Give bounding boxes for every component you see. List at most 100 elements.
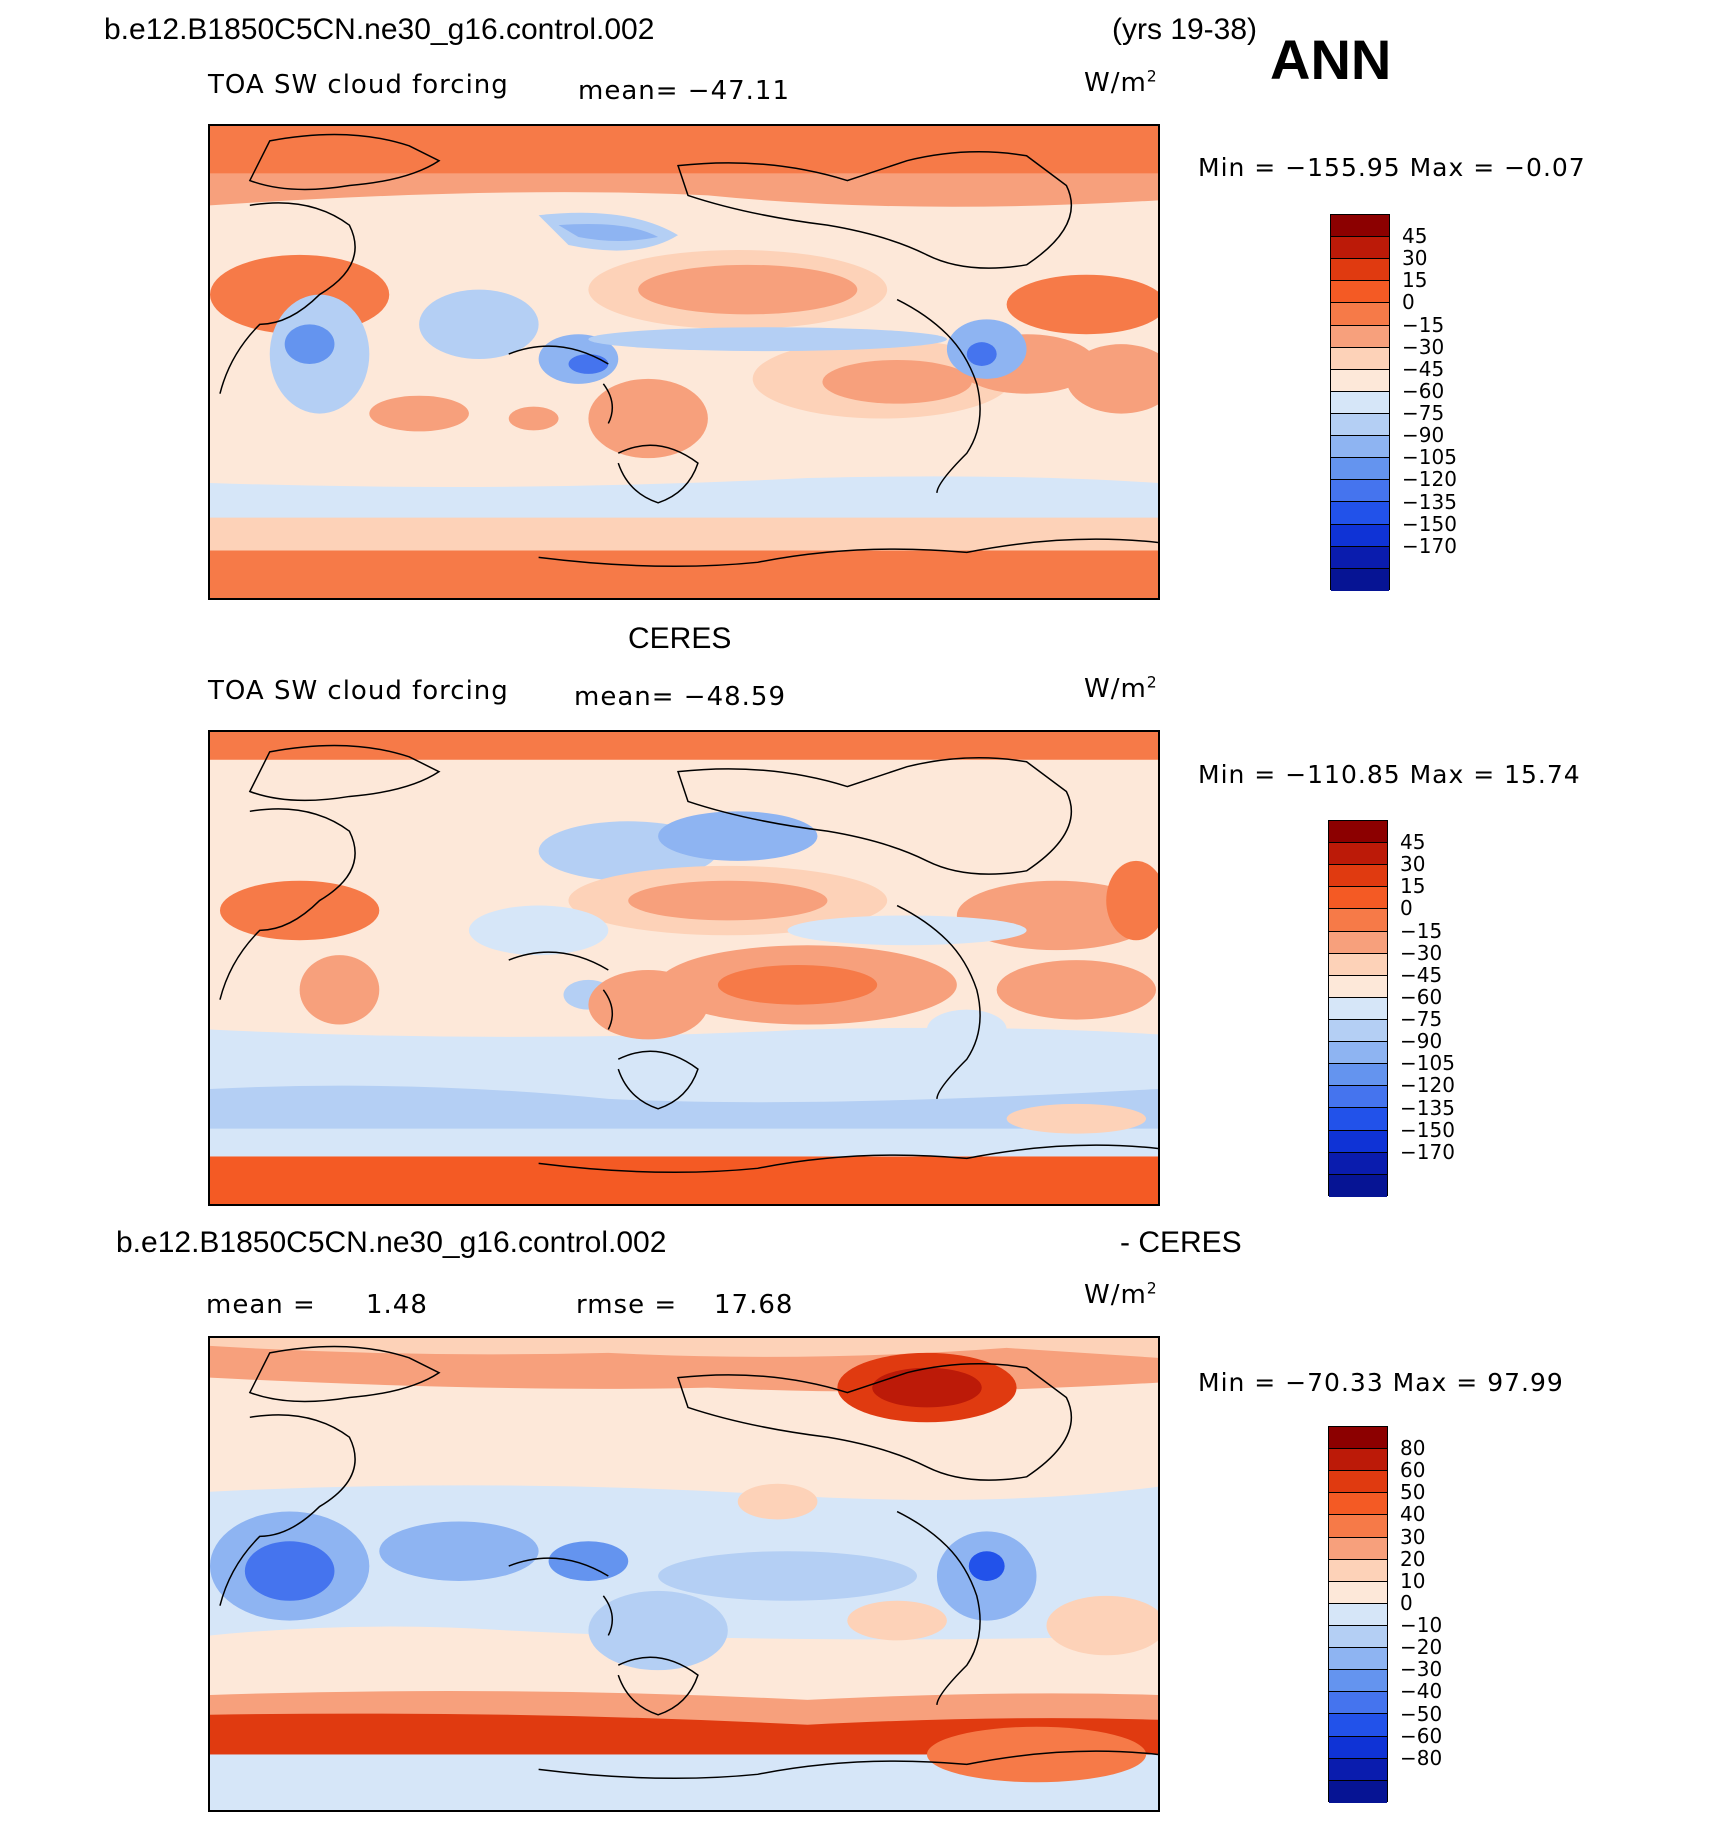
colorbar-swatch — [1329, 1670, 1387, 1693]
colorbar-label: −90 — [1402, 423, 1445, 448]
colorbar-label: −90 — [1400, 1029, 1443, 1054]
colorbar-label: −80 — [1400, 1745, 1443, 1770]
colorbar-swatch — [1331, 524, 1389, 547]
colorbar-swatch — [1329, 1692, 1387, 1715]
colorbar-label: 20 — [1400, 1546, 1426, 1571]
colorbar-swatch — [1329, 1174, 1387, 1197]
panel3-minmax: Min = −70.33 Max = 97.99 — [1198, 1368, 1564, 1397]
colorbar-swatch — [1331, 303, 1389, 326]
panel3-title-right: - CERES — [1120, 1226, 1242, 1259]
panel3-mean-label: mean = — [206, 1290, 316, 1320]
colorbar-label: 80 — [1400, 1436, 1426, 1461]
colorbar-label: 0 — [1400, 1590, 1413, 1615]
colorbar-label: 30 — [1400, 852, 1426, 877]
colorbar-swatch — [1329, 1427, 1387, 1450]
colorbar-swatch — [1329, 1559, 1387, 1582]
colorbar-label: −75 — [1402, 401, 1445, 426]
colorbar-swatch — [1329, 1714, 1387, 1737]
colorbar-swatch — [1329, 821, 1387, 844]
colorbar-swatch — [1329, 1086, 1387, 1109]
colorbar-label: −105 — [1402, 445, 1457, 470]
colorbar-label: 30 — [1400, 1524, 1426, 1549]
colorbar-swatch — [1329, 1625, 1387, 1649]
colorbar-label: 0 — [1400, 896, 1413, 921]
colorbar-swatch — [1329, 1019, 1387, 1043]
colorbar-label: −45 — [1402, 356, 1445, 381]
panel2-title: CERES — [628, 622, 732, 655]
colorbar-swatch — [1329, 1471, 1387, 1494]
colorbar-swatch — [1329, 1108, 1387, 1131]
colorbar-swatch — [1329, 1603, 1387, 1626]
colorbar-swatch — [1329, 1515, 1387, 1538]
panel1-map — [208, 124, 1160, 600]
colorbar-swatch — [1329, 1758, 1387, 1781]
colorbar-label: 40 — [1400, 1502, 1426, 1527]
colorbar-swatch — [1331, 281, 1389, 304]
colorbar-label: −60 — [1400, 1723, 1443, 1748]
colorbar-swatch — [1331, 436, 1389, 459]
colorbar-label: 10 — [1400, 1568, 1426, 1593]
colorbar-swatch — [1331, 413, 1389, 437]
colorbar-label: −30 — [1400, 940, 1443, 965]
colorbar-swatch — [1329, 1537, 1387, 1560]
colorbar-swatch — [1331, 259, 1389, 282]
colorbar-swatch — [1331, 391, 1389, 414]
colorbar-swatch — [1329, 975, 1387, 998]
colorbar-swatch — [1329, 1648, 1387, 1671]
colorbar-swatch — [1329, 1780, 1387, 1803]
colorbar-label: −15 — [1402, 312, 1445, 337]
colorbar-label: −170 — [1402, 533, 1457, 558]
colorbar-label: −50 — [1400, 1701, 1443, 1726]
colorbar-swatch — [1329, 1493, 1387, 1516]
years-label: (yrs 19-38) — [1112, 13, 1258, 46]
colorbar-label: −120 — [1400, 1073, 1455, 1098]
colorbar-label: −10 — [1400, 1613, 1443, 1638]
colorbar-label: 15 — [1402, 268, 1428, 293]
panel3-title-left: b.e12.B1850C5CN.ne30_g16.control.002 — [116, 1226, 667, 1259]
colorbar-swatch — [1331, 215, 1389, 238]
colorbar-swatch — [1329, 1130, 1387, 1153]
panel3-field — [210, 1338, 1158, 1810]
panel1-mean: mean= −47.11 — [578, 76, 791, 106]
colorbar-swatch — [1329, 887, 1387, 910]
colorbar-label: 0 — [1402, 290, 1415, 315]
colorbar-swatch — [1331, 502, 1389, 525]
colorbar-label: −20 — [1400, 1635, 1443, 1660]
colorbar-swatch — [1331, 568, 1389, 591]
colorbar-label: −135 — [1400, 1095, 1455, 1120]
colorbar-label: 45 — [1400, 830, 1426, 855]
colorbar-swatch — [1329, 1581, 1387, 1604]
colorbar-label: −30 — [1400, 1657, 1443, 1682]
panel1-variable: TOA SW cloud forcing — [208, 70, 509, 100]
panel1-field — [210, 126, 1158, 598]
colorbar-swatch — [1331, 458, 1389, 481]
panel3-rmse-label: rmse = — [576, 1290, 678, 1320]
colorbar-swatch — [1329, 1449, 1387, 1472]
season-label: ANN — [1270, 28, 1392, 91]
colorbar-swatch — [1331, 369, 1389, 392]
colorbar-swatch — [1329, 997, 1387, 1020]
colorbar-label: −170 — [1400, 1139, 1455, 1164]
panel3-units: W/m2 — [1084, 1279, 1158, 1310]
colorbar-swatch — [1331, 325, 1389, 348]
panel2-field — [210, 732, 1158, 1204]
colorbar-label: 30 — [1402, 246, 1428, 271]
colorbar-label: 15 — [1400, 874, 1426, 899]
colorbar-swatch — [1329, 1042, 1387, 1065]
colorbar-swatch — [1331, 546, 1389, 569]
colorbar-label: −135 — [1402, 489, 1457, 514]
colorbar-label: −150 — [1400, 1117, 1455, 1142]
case-title: b.e12.B1850C5CN.ne30_g16.control.002 — [104, 13, 655, 46]
panel2-units: W/m2 — [1084, 673, 1158, 704]
colorbar-swatch — [1331, 480, 1389, 503]
colorbar-label: 60 — [1400, 1458, 1426, 1483]
colorbar-swatch — [1329, 953, 1387, 976]
colorbar-swatch — [1329, 909, 1387, 932]
colorbar-label: −45 — [1400, 962, 1443, 987]
colorbar-label: −30 — [1402, 334, 1445, 359]
colorbar-label: 45 — [1402, 224, 1428, 249]
colorbar-swatch — [1329, 865, 1387, 888]
colorbar-swatch — [1329, 1152, 1387, 1175]
colorbar-label: −60 — [1402, 378, 1445, 403]
colorbar-label: −40 — [1400, 1679, 1443, 1704]
